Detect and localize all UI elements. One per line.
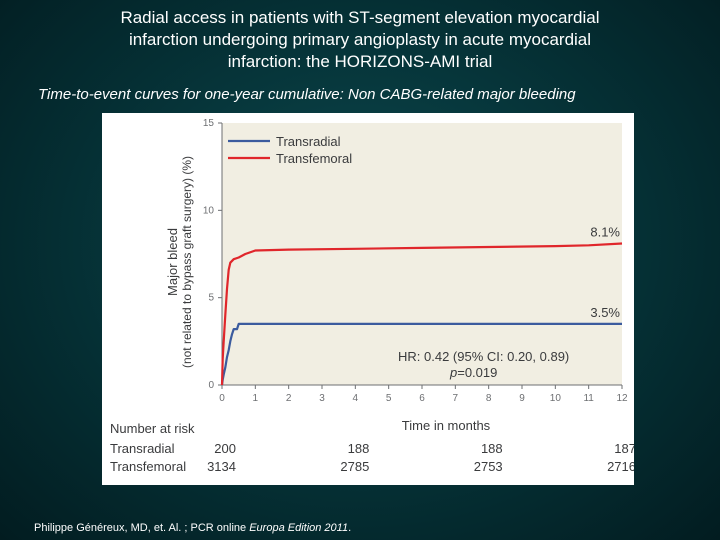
chart-figure: 0 5 10 15 0 1 2 3 4 5 6 7 8 9 10 11 12 Time in months Majo… — [102, 113, 634, 485]
slide-subtitle: Time-to-event curves for one-year cumula… — [38, 86, 576, 103]
series-line-transradial — [220, 322, 622, 386]
p-value-annotation: p=0.019 — [449, 365, 497, 380]
citation: Philippe Généreux, MD, et. Al. ; PCR onl… — [34, 522, 351, 534]
slide-title: Radial access in patients with ST-segmen… — [40, 7, 680, 73]
y-axis-label-line-1: Major bleed — [165, 228, 180, 296]
x-axis-label: Time in months — [402, 418, 491, 433]
x-tick-label: 6 — [419, 393, 425, 404]
title-line-3: infarction: the HORIZONS-AMI trial — [227, 52, 493, 71]
series-end-label-transradial: 3.5% — [590, 305, 620, 320]
legend-label-transradial: Transradial — [276, 134, 341, 149]
risk-value: 188 — [481, 441, 503, 456]
plot-area — [222, 123, 622, 385]
legend-label-transfemoral: Transfemoral — [276, 151, 352, 166]
x-tick-label: 0 — [219, 393, 225, 404]
citation-main: Philippe Généreux, MD, et. Al. ; PCR onl… — [34, 522, 250, 534]
x-tick-label: 8 — [486, 393, 492, 404]
y-tick-label: 15 — [203, 118, 215, 129]
x-tick-label: 9 — [519, 393, 525, 404]
y-tick-label: 5 — [208, 293, 214, 304]
x-tick-label: 3 — [319, 393, 325, 404]
x-tick-label: 4 — [353, 393, 359, 404]
x-tick-label: 12 — [616, 393, 628, 404]
risk-row-label: Transradial — [110, 441, 175, 456]
series-end-label-transfemoral: 8.1% — [590, 225, 620, 240]
risk-value: 200 — [214, 441, 236, 456]
risk-value: 2785 — [340, 459, 369, 474]
risk-value: 2716 — [607, 459, 634, 474]
hazard-ratio-annotation: HR: 0.42 (95% CI: 0.20, 0.89) — [398, 349, 569, 364]
risk-value: 2753 — [474, 459, 503, 474]
x-tick-label: 11 — [583, 393, 594, 404]
risk-value: 187 — [614, 441, 634, 456]
x-tick-label: 10 — [550, 393, 562, 404]
p-value: =0.019 — [457, 365, 497, 380]
x-tick-label: 7 — [453, 393, 459, 404]
title-line-2: infarction undergoing primary angioplast… — [128, 30, 592, 49]
y-tick-label: 10 — [203, 205, 215, 216]
x-tick-label: 2 — [286, 393, 292, 404]
p-symbol: p — [449, 365, 457, 380]
x-tick-label: 1 — [253, 393, 259, 404]
x-tick-label: 5 — [386, 393, 392, 404]
series-line-transfemoral — [220, 242, 623, 386]
risk-table-header: Number at risk — [110, 421, 195, 436]
risk-row-label: Transfemoral — [110, 459, 186, 474]
risk-value: 188 — [348, 441, 370, 456]
risk-value: 3134 — [207, 459, 236, 474]
y-axis-label-line-2: (not related to bypass graft surgery) (%… — [180, 156, 194, 368]
citation-end: . — [348, 522, 352, 534]
title-line-1: Radial access in patients with ST-segmen… — [120, 8, 600, 27]
citation-journal: Europa Edition 2011 — [249, 522, 349, 534]
y-tick-label: 0 — [208, 380, 214, 391]
